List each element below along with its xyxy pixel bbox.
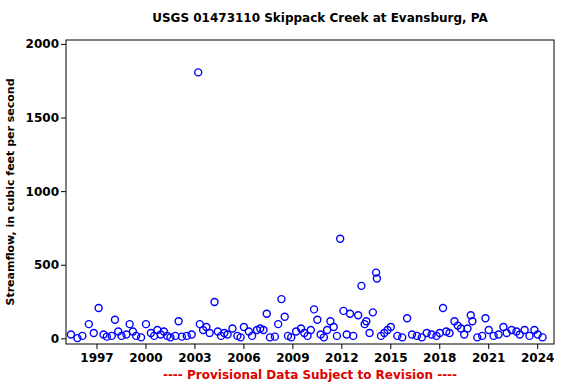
- data-point: [260, 327, 267, 334]
- data-point: [211, 299, 218, 306]
- data-point: [90, 329, 97, 336]
- data-point: [108, 332, 115, 339]
- data-point: [138, 334, 145, 341]
- data-point: [539, 334, 546, 341]
- data-point: [346, 310, 353, 317]
- data-point: [373, 275, 380, 282]
- data-point: [464, 325, 471, 332]
- data-point: [79, 332, 86, 339]
- x-tick: [488, 344, 489, 349]
- x-tick-label: 2024: [521, 351, 554, 365]
- data-point: [249, 332, 256, 339]
- data-point: [85, 321, 92, 328]
- y-tick: [61, 191, 66, 192]
- x-tick: [194, 344, 195, 349]
- data-point: [314, 316, 321, 323]
- data-point: [237, 334, 244, 341]
- y-tick-label: 1500: [26, 111, 59, 125]
- chart: USGS 01473110 Skippack Creek at Evansbur…: [0, 0, 576, 384]
- data-point: [446, 329, 453, 336]
- data-point: [224, 331, 231, 338]
- x-tick: [145, 344, 146, 349]
- data-point: [307, 327, 314, 334]
- data-point: [281, 313, 288, 320]
- data-point: [366, 329, 373, 336]
- x-tick-label: 2015: [374, 351, 407, 365]
- data-point: [142, 321, 149, 328]
- data-point: [271, 333, 278, 340]
- x-tick-label: 2012: [325, 351, 358, 365]
- title: USGS 01473110 Skippack Creek at Evansbur…: [152, 11, 488, 25]
- data-point: [311, 306, 318, 313]
- data-point: [482, 315, 489, 322]
- x-tick-label: 2000: [129, 351, 162, 365]
- x-tick: [537, 344, 538, 349]
- data-point: [195, 69, 202, 76]
- y-tick: [61, 265, 66, 266]
- data-point: [175, 318, 182, 325]
- data-point: [337, 235, 344, 242]
- y-tick: [61, 338, 66, 339]
- data-point: [320, 334, 327, 341]
- data-point: [111, 316, 118, 323]
- data-point: [333, 332, 340, 339]
- x-tick-label: 1997: [80, 351, 113, 365]
- x-tick: [439, 344, 440, 349]
- y-tick-label: 2000: [26, 37, 59, 51]
- data-point: [67, 331, 74, 338]
- x-tick-label: 2021: [472, 351, 505, 365]
- data-point: [229, 325, 236, 332]
- data-point: [440, 304, 447, 311]
- x-tick: [341, 344, 342, 349]
- y-tick-label: 500: [34, 258, 59, 272]
- data-point: [126, 321, 133, 328]
- y-tick: [61, 118, 66, 119]
- data-point: [275, 321, 282, 328]
- data-point: [495, 331, 502, 338]
- x-tick-label: 2003: [178, 351, 211, 365]
- x-tick-label: 2006: [227, 351, 260, 365]
- data-point: [263, 310, 270, 317]
- data-point: [387, 324, 394, 331]
- data-point: [206, 329, 213, 336]
- data-point: [330, 324, 337, 331]
- x-tick-label: 2009: [276, 351, 309, 365]
- x-tick: [97, 344, 98, 349]
- points: [67, 69, 546, 342]
- data-point: [369, 309, 376, 316]
- x-tick: [292, 344, 293, 349]
- x-tick: [243, 344, 244, 349]
- data-point: [404, 315, 411, 322]
- plot-frame: [66, 40, 554, 344]
- data-point: [358, 282, 365, 289]
- data-point: [278, 296, 285, 303]
- data-point: [399, 334, 406, 341]
- data-point: [479, 332, 486, 339]
- data-point: [485, 327, 492, 334]
- y-tick: [61, 44, 66, 45]
- x-tick: [390, 344, 391, 349]
- data-point: [350, 332, 357, 339]
- data-point: [521, 327, 528, 334]
- data-point: [363, 318, 370, 325]
- y-tick-label: 1000: [26, 185, 59, 199]
- data-point: [526, 332, 533, 339]
- y-tick-label: 0: [51, 332, 59, 346]
- data-point: [469, 318, 476, 325]
- x-tick-label: 2018: [423, 351, 456, 365]
- footer: ---- Provisional Data Subject to Revisio…: [163, 368, 457, 382]
- data-point: [288, 334, 295, 341]
- data-point: [188, 331, 195, 338]
- data-point: [355, 312, 362, 319]
- data-point: [95, 304, 102, 311]
- y-axis-label: Streamflow, in cubic feet per second: [4, 78, 17, 305]
